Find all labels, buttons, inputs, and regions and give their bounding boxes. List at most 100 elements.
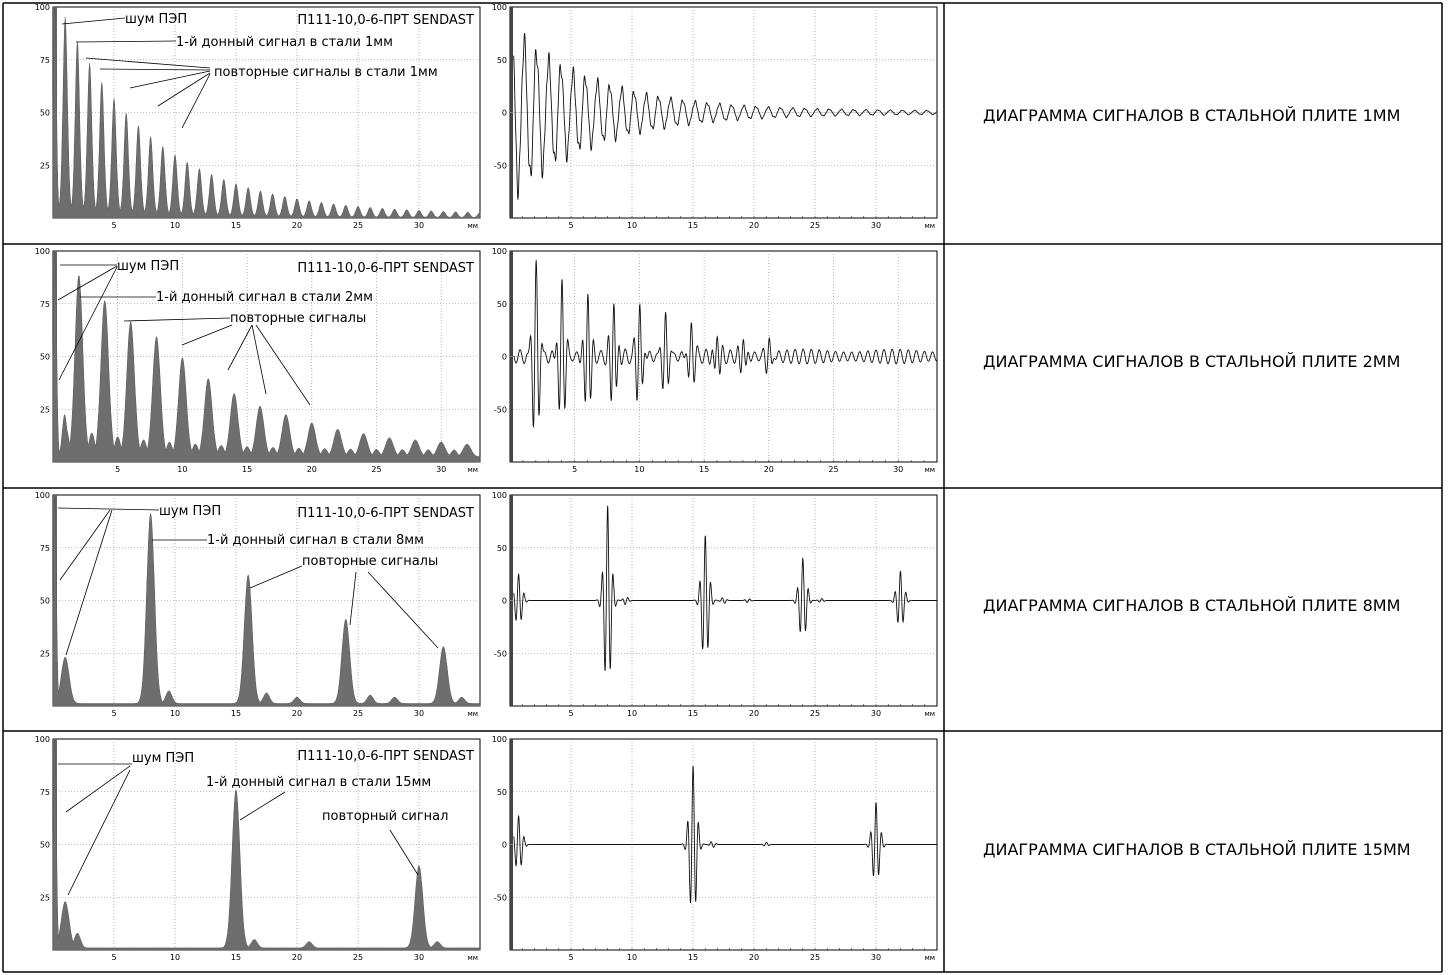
amplitude-area-series	[52, 738, 481, 951]
waveform-plot-frame: 5 10 15 20 25 30 мм -50 0 50 100	[492, 735, 938, 962]
annotation-leader-line	[181, 73, 211, 129]
annotation-leader-line	[123, 317, 231, 322]
y-tick-label: -50	[494, 893, 507, 902]
x-tick-label: 20	[764, 465, 774, 474]
y-tick-label: 100	[35, 735, 50, 744]
annotation-leader-line	[129, 70, 211, 89]
x-tick-label: 20	[292, 709, 302, 718]
annotation-leader-line	[85, 57, 211, 69]
y-tick-label: 25	[40, 405, 50, 414]
x-tick-label: 30	[414, 953, 424, 962]
x-tick-label: 25	[353, 709, 363, 718]
annotation-leader-line	[65, 765, 131, 813]
annotation-leader-line	[181, 324, 233, 346]
y-tick-label: -50	[494, 649, 507, 658]
waveform-line-series	[513, 505, 937, 671]
x-unit-label: мм	[924, 466, 935, 474]
y-tick-label: 50	[40, 597, 50, 606]
x-tick-label: 15	[699, 465, 709, 474]
x-unit-label: мм	[467, 222, 478, 230]
x-unit-label: мм	[924, 954, 935, 962]
repeat-echo-label: повторные сигналы в стали 1мм	[214, 65, 438, 80]
x-tick-label: 25	[810, 709, 820, 718]
x-tick-label: 15	[231, 709, 241, 718]
annotation-leader-line	[251, 324, 267, 395]
waveform-line-series	[513, 765, 937, 904]
annotation-leader-line	[255, 324, 311, 406]
caption-2mm: ДИАГРАММА СИГНАЛОВ В СТАЛЬНОЙ ПЛИТЕ 2ММ	[983, 352, 1401, 371]
x-tick-label: 20	[749, 953, 759, 962]
annotation-leader-line	[67, 769, 131, 896]
annotation-group-2: П111-10,0-6-ПРТ SENDAST шум ПЭП 1-й донный…	[57, 259, 474, 406]
waveform-plot-frame: 5 10 15 20 25 30 мм -50 0 50 100	[492, 491, 938, 718]
y-tick-label: -50	[494, 405, 507, 414]
x-tick-label: 5	[111, 709, 116, 718]
x-tick-label: 20	[749, 221, 759, 230]
annotation-leader-line	[157, 72, 211, 107]
x-tick-label: 30	[436, 465, 446, 474]
annotation-leader-line	[227, 324, 253, 371]
y-tick-label: 75	[40, 544, 50, 553]
x-tick-label: 30	[871, 221, 881, 230]
waveform-line-series	[513, 260, 938, 428]
x-tick-label: 15	[688, 709, 698, 718]
annotation-leader-line	[75, 40, 177, 43]
y-tick-label: 75	[40, 788, 50, 797]
y-tick-label: 50	[40, 841, 50, 850]
x-tick-label: 15	[242, 465, 252, 474]
waveform-plot-frame: 5 10 15 20 25 30 мм -50 0 50 100	[492, 247, 938, 474]
y-tick-label: 50	[497, 788, 507, 797]
x-tick-label: 10	[170, 221, 180, 230]
noise-label: шум ПЭП	[125, 12, 187, 27]
annotation-leader-line	[367, 571, 439, 649]
x-tick-label: 10	[170, 953, 180, 962]
x-tick-label: 25	[828, 465, 838, 474]
x-unit-label: мм	[467, 466, 478, 474]
y-tick-label: 100	[492, 735, 507, 744]
first-echo-label: 1-й донный сигнал в стали 1мм	[176, 35, 393, 50]
annotation-leader-line	[61, 17, 126, 25]
annotation-leader-line	[65, 509, 113, 656]
y-tick-label: 50	[497, 544, 507, 553]
x-tick-label: 20	[749, 709, 759, 718]
repeat-echo-label: повторные сигналы	[302, 554, 438, 569]
x-tick-label: 15	[688, 221, 698, 230]
amplitude-area-series	[52, 494, 481, 707]
x-tick-label: 15	[231, 221, 241, 230]
y-tick-label: 75	[40, 300, 50, 309]
x-tick-label: 25	[371, 465, 381, 474]
waveform-plot-frame: 5 10 15 20 25 30 мм -50 0 50 100	[492, 3, 938, 230]
x-tick-label: 10	[627, 953, 637, 962]
x-unit-label: мм	[924, 222, 935, 230]
probe-label: П111-10,0-6-ПРТ SENDAST	[297, 749, 474, 764]
x-tick-label: 20	[292, 953, 302, 962]
x-tick-label: 5	[568, 709, 573, 718]
y-tick-label: 0	[502, 109, 507, 118]
x-tick-label: 15	[231, 953, 241, 962]
x-tick-label: 10	[170, 709, 180, 718]
y-tick-label: 50	[40, 109, 50, 118]
x-tick-label: 10	[634, 465, 644, 474]
amplitude-plot-frame: 5 10 15 20 25 30 мм 25 50 75 100	[35, 491, 481, 718]
noise-label: шум ПЭП	[159, 504, 221, 519]
y-tick-label: 25	[40, 161, 50, 170]
y-tick-label: 0	[502, 841, 507, 850]
y-tick-label: 100	[35, 3, 50, 12]
annotation-leader-line	[389, 829, 419, 876]
x-tick-label: 20	[292, 221, 302, 230]
annotation-group-1: П111-10,0-6-ПРТ SENDAST шум ПЭП 1-й донный…	[61, 12, 474, 129]
y-tick-label: 100	[492, 3, 507, 12]
x-tick-label: 30	[871, 953, 881, 962]
y-tick-label: 100	[492, 491, 507, 500]
x-tick-label: 5	[568, 953, 573, 962]
annotation-leader-line	[239, 791, 286, 821]
y-tick-label: 100	[35, 491, 50, 500]
x-tick-label: 20	[307, 465, 317, 474]
x-tick-label: 5	[115, 465, 120, 474]
y-tick-label: 0	[502, 597, 507, 606]
first-echo-label: 1-й донный сигнал в стали 15мм	[206, 775, 431, 790]
annotation-leader-line	[58, 266, 118, 381]
x-tick-label: 10	[177, 465, 187, 474]
